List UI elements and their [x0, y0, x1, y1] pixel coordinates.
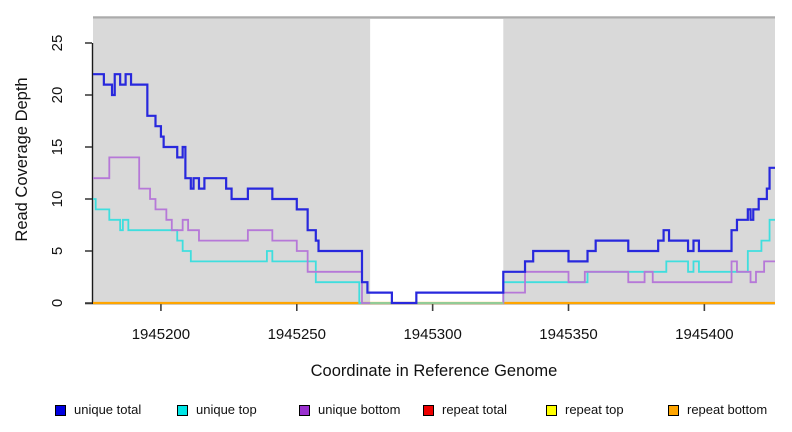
x-tick-label: 1945350 — [539, 326, 597, 343]
legend-item-unique-top: unique top — [177, 401, 257, 419]
repeat-total-swatch-icon — [423, 404, 434, 416]
legend-item-unique-bottom: unique bottom — [299, 401, 400, 419]
y-tick-label: 25 — [49, 35, 66, 52]
y-axis-title: Read Coverage Depth — [13, 77, 31, 241]
legend-item-unique-total: unique total — [55, 401, 141, 419]
x-axis-title: Coordinate in Reference Genome — [311, 362, 558, 380]
x-tick-label: 1945400 — [675, 326, 733, 343]
legend-label-unique-bottom: unique bottom — [318, 402, 401, 417]
x-tick-label: 1945200 — [132, 326, 190, 343]
legend-item-repeat-bottom: repeat bottom — [668, 401, 767, 419]
legend-item-repeat-total: repeat total — [423, 401, 507, 419]
unique-bottom-swatch-icon — [299, 404, 310, 416]
y-tick-label: 10 — [49, 191, 66, 208]
legend-label-repeat-bottom: repeat bottom — [687, 402, 768, 417]
y-tick-label: 5 — [49, 247, 66, 255]
gap-region — [370, 19, 504, 303]
y-tick-label: 0 — [49, 299, 66, 307]
repeat-top-swatch-icon — [546, 404, 557, 416]
legend-label-repeat-total: repeat total — [442, 402, 508, 417]
legend-label-unique-top: unique top — [196, 402, 257, 417]
series-unique-total-line — [93, 73, 775, 305]
repeat-bottom-swatch-icon — [668, 404, 679, 416]
legend-label-unique-total: unique total — [74, 402, 142, 417]
legend-item-repeat-top: repeat top — [546, 401, 624, 419]
x-tick-label: 1945250 — [268, 326, 326, 343]
y-tick-label: 15 — [49, 139, 66, 156]
coverage-chart: 1945200 1945250 1945300 1945350 1945400 0 5 10 1… — [13, 16, 775, 380]
chart-legend: unique total unique top unique bottom repea… — [0, 401, 792, 423]
unique-total-swatch-icon — [55, 404, 66, 416]
y-tick-label: 20 — [49, 87, 66, 104]
x-tick-label: 1945300 — [403, 326, 461, 343]
legend-label-repeat-top: repeat top — [565, 402, 624, 417]
series-unique-bottom-line — [93, 156, 775, 304]
unique-top-swatch-icon — [177, 404, 188, 416]
